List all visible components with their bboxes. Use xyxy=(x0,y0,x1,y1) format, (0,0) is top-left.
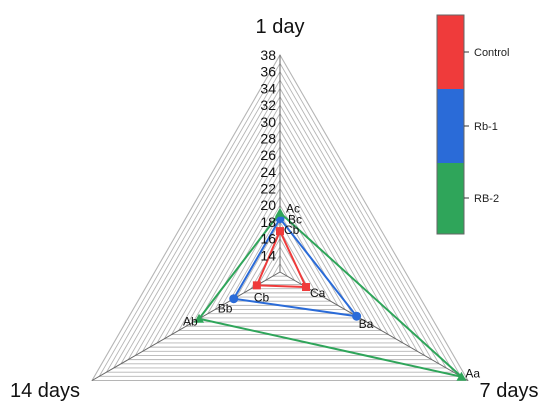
legend-swatch-control xyxy=(437,15,464,89)
data-point-rb-1 xyxy=(352,311,362,321)
tick-label: 24 xyxy=(260,164,276,180)
axis-line xyxy=(91,271,281,381)
axis-label-14-days: 14 days xyxy=(10,380,80,402)
data-label: Ca xyxy=(310,286,326,300)
series-line-control xyxy=(255,228,308,289)
series-line-rb-2 xyxy=(197,211,465,379)
grid-ring xyxy=(192,170,368,323)
data-label: Aa xyxy=(465,367,480,381)
grid-ring xyxy=(206,187,354,315)
axis-line xyxy=(279,271,469,381)
data-point-control xyxy=(276,227,284,236)
legend-label-rb-2: RB-2 xyxy=(474,193,499,205)
grid-ring xyxy=(149,120,411,348)
data-point-control xyxy=(302,283,311,292)
grid-ring xyxy=(141,112,419,352)
legend-label-rb-1: Rb-1 xyxy=(474,121,498,133)
data-label: Ac xyxy=(286,202,300,216)
tick-label: 30 xyxy=(260,114,276,130)
data-label: Cb xyxy=(284,223,300,237)
grid-ring xyxy=(228,212,332,302)
grid-ring xyxy=(170,145,390,336)
grid-ring xyxy=(112,79,448,369)
axis-label-7-days: 7 days xyxy=(480,380,539,402)
series-layer xyxy=(194,207,467,381)
data-point-rb-2 xyxy=(456,371,467,381)
data-label: Ba xyxy=(359,317,374,331)
grid-ring xyxy=(178,154,382,331)
grid-ring xyxy=(156,129,404,344)
legend-swatch-rb-2 xyxy=(437,163,464,234)
legend-swatch-rb-1 xyxy=(437,89,464,163)
axis-label-1-day: 1 day xyxy=(256,16,305,38)
tick-label: 18 xyxy=(260,214,276,230)
grid-ring xyxy=(163,137,397,340)
tick-label: 34 xyxy=(260,80,276,96)
tick-label: 32 xyxy=(260,97,276,113)
tick-label: 14 xyxy=(260,247,276,263)
tick-label: 16 xyxy=(260,231,276,247)
grid-ring xyxy=(235,221,325,298)
grid-ring xyxy=(271,262,289,277)
data-point-rb-2 xyxy=(275,207,285,217)
axis-layer xyxy=(91,55,469,381)
tick-label: 28 xyxy=(260,130,276,146)
grid-ring xyxy=(264,254,296,281)
data-label: Bb xyxy=(218,302,233,316)
grid-ring xyxy=(105,70,455,373)
grid-ring xyxy=(98,62,462,377)
data-point-control xyxy=(252,281,261,290)
tick-label: 38 xyxy=(260,47,276,63)
tick-label: 20 xyxy=(260,197,276,213)
data-label: Bc xyxy=(288,213,302,227)
data-label: Ab xyxy=(183,315,198,329)
grid-ring xyxy=(185,162,375,327)
data-label: Cb xyxy=(254,290,270,304)
series-line-rb-1 xyxy=(232,216,359,318)
grid-ring xyxy=(120,87,440,365)
grid-ring xyxy=(91,53,469,382)
grid-ring xyxy=(214,195,346,311)
grid-ring xyxy=(257,246,303,285)
legend-label-control: Control xyxy=(474,47,509,59)
data-point-rb-2 xyxy=(194,313,205,323)
label-layer: 14161820222426283032343638CbCaCbBcBaBbAc… xyxy=(183,47,480,381)
tick-label: 36 xyxy=(260,64,276,80)
data-point-rb-1 xyxy=(229,294,239,304)
legend-frame xyxy=(436,14,465,235)
tick-label: 26 xyxy=(260,147,276,163)
grid-ring xyxy=(134,104,426,356)
grid-ring xyxy=(243,229,317,294)
tick-label: 22 xyxy=(260,181,276,197)
grid-ring xyxy=(127,95,433,361)
legend: Control Rb-1 RB-2 xyxy=(436,14,509,235)
